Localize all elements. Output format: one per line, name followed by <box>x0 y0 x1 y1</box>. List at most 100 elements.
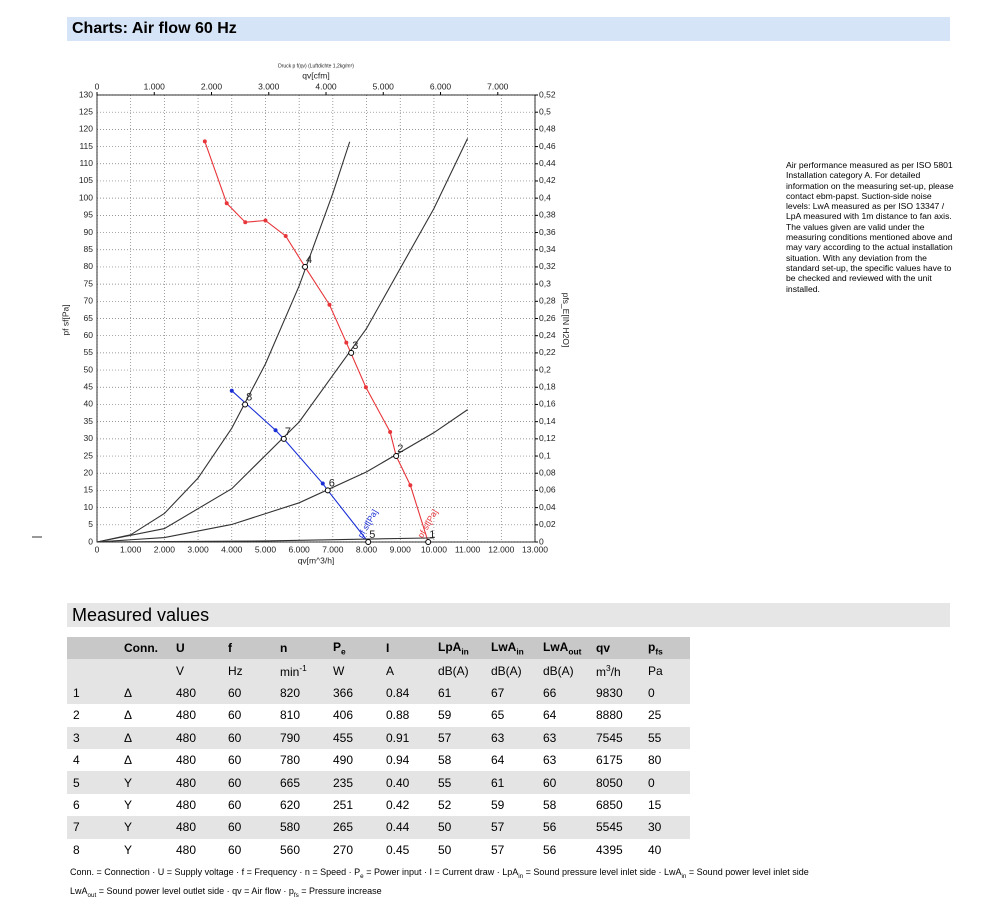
cell: 8880 <box>596 708 623 723</box>
unit-cell <box>118 659 170 682</box>
cell: Y <box>124 842 133 857</box>
note-line: levels: LwA measured as per ISO 13347 / <box>786 201 945 212</box>
series-line <box>97 141 351 542</box>
text-part: Conn. = Connection · U = Supply voltage … <box>70 867 361 877</box>
cell: 60 <box>228 797 242 812</box>
cell: 59 <box>491 797 505 812</box>
cell: 366 <box>327 681 380 705</box>
header-cell: Pe <box>327 637 380 660</box>
cell: 6175 <box>596 753 623 768</box>
text-part: LwA <box>543 640 569 654</box>
header-cell: Conn. <box>118 637 170 660</box>
cell: 580 <box>274 816 327 839</box>
cell: Δ <box>118 681 170 705</box>
y-tick-label: 25 <box>84 450 94 460</box>
data-row: 7 Y 480 60 580 265 0.44 50 57 56 5545 30 <box>67 816 690 839</box>
series-point <box>408 483 413 488</box>
cell: 55 <box>642 726 690 749</box>
text-part: U <box>176 641 185 656</box>
cell: 59 <box>438 708 452 723</box>
cell: 455 <box>327 726 380 749</box>
series-point <box>320 481 325 486</box>
cell: 40 <box>648 842 662 857</box>
header-cell: LwAin <box>485 637 537 660</box>
text-part: = Power input · I = Current draw · LpA <box>363 867 519 877</box>
legend-line: LwAout = Sound power level outlet side ·… <box>70 884 809 903</box>
y2-tick-label: 0,26 <box>539 313 556 323</box>
series-line <box>97 138 469 542</box>
y-tick-label: 0 <box>88 536 93 546</box>
header-cell <box>67 637 118 660</box>
cell: 55 <box>432 771 485 794</box>
unit-cell: V <box>170 659 222 682</box>
text-part: out <box>87 891 97 899</box>
cell: 60 <box>228 842 242 857</box>
unit-cell: Hz <box>222 659 274 682</box>
y-tick-label: 80 <box>84 261 94 271</box>
cell: 4 <box>73 753 80 768</box>
legend-line: Conn. = Connection · U = Supply voltage … <box>70 865 809 884</box>
text-part: LpA <box>438 640 462 654</box>
y2-tick-label: 0,3 <box>539 278 551 288</box>
y-tick-label: 100 <box>79 192 93 202</box>
cell: 57 <box>491 842 505 857</box>
cell: 60 <box>222 726 274 749</box>
point-label: 8 <box>246 391 252 403</box>
note-line: situation. With any deviation from the <box>786 252 927 263</box>
operating-point <box>242 401 249 408</box>
text-part: = Pressure increase <box>298 885 382 896</box>
series-point <box>202 139 207 144</box>
y-tick-label: 130 <box>79 89 93 99</box>
header-cell: LpAin <box>432 637 485 660</box>
y-tick-label: 95 <box>84 210 94 220</box>
cell: Δ <box>124 753 133 768</box>
y2-tick-label: 0,46 <box>539 141 556 151</box>
cell: 790 <box>274 726 327 749</box>
x-tick-label: 9.000 <box>390 544 412 554</box>
text-part: dB(A) <box>491 663 522 678</box>
text-part: = Sound power level outlet side · qv = A… <box>96 885 294 896</box>
note-line: installed. <box>786 283 820 294</box>
cell: 480 <box>170 771 222 794</box>
cell: 265 <box>327 816 380 839</box>
y2-axis-label: pfs_E[IN H2O] <box>561 293 571 348</box>
cell: 480 <box>170 681 222 705</box>
operating-point <box>348 349 355 356</box>
x-axis-label: qv[m^3/h] <box>298 555 335 565</box>
page-title: Charts: Air flow 60 Hz <box>67 17 950 41</box>
chart: Druck p f(qv) (Luftdichte 1,2kg/m³)qv[cf… <box>32 63 571 565</box>
text-part: min <box>280 664 300 679</box>
series-line <box>97 409 468 542</box>
cell: 63 <box>537 726 590 749</box>
cell: 61 <box>432 681 485 705</box>
cell: 2 <box>73 708 80 723</box>
chart-title: Druck p f(qv) (Luftdichte 1,2kg/m³) <box>278 63 354 69</box>
y2-tick-label: 0,5 <box>539 106 551 116</box>
cell: 480 <box>170 726 222 749</box>
y-tick-label: 125 <box>79 106 93 116</box>
cell: 0.40 <box>380 771 432 794</box>
text-part: in <box>461 646 469 657</box>
y2-tick-label: 0,48 <box>539 124 556 134</box>
operating-point <box>280 435 287 442</box>
note-line: LpA measured with 1m distance to fan axi… <box>786 211 952 222</box>
y2-tick-label: 0,4 <box>539 192 551 202</box>
data-row: 3 Δ 480 60 790 455 0.91 57 63 63 7545 55 <box>67 726 690 749</box>
y-tick-label: 105 <box>79 175 93 185</box>
cell: 665 <box>274 771 327 794</box>
cell: 8050 <box>590 771 642 794</box>
y2-tick-label: 0,44 <box>539 158 556 168</box>
text-part: /h <box>610 664 621 679</box>
text-part: Pa <box>648 663 663 678</box>
cell: 0.94 <box>386 753 410 768</box>
x-tick-label: 0 <box>95 544 100 554</box>
data-row: 2 Δ 480 60 810 406 0.88 59 65 64 8880 25 <box>67 704 690 726</box>
y-tick-label: 110 <box>79 158 93 168</box>
y2-tick-label: 0,42 <box>539 175 556 185</box>
y2-tick-label: 0,28 <box>539 296 556 306</box>
y2-tick-label: 0,52 <box>539 89 556 99</box>
cell: 5 <box>67 771 118 794</box>
y-tick-label: 55 <box>84 347 94 357</box>
